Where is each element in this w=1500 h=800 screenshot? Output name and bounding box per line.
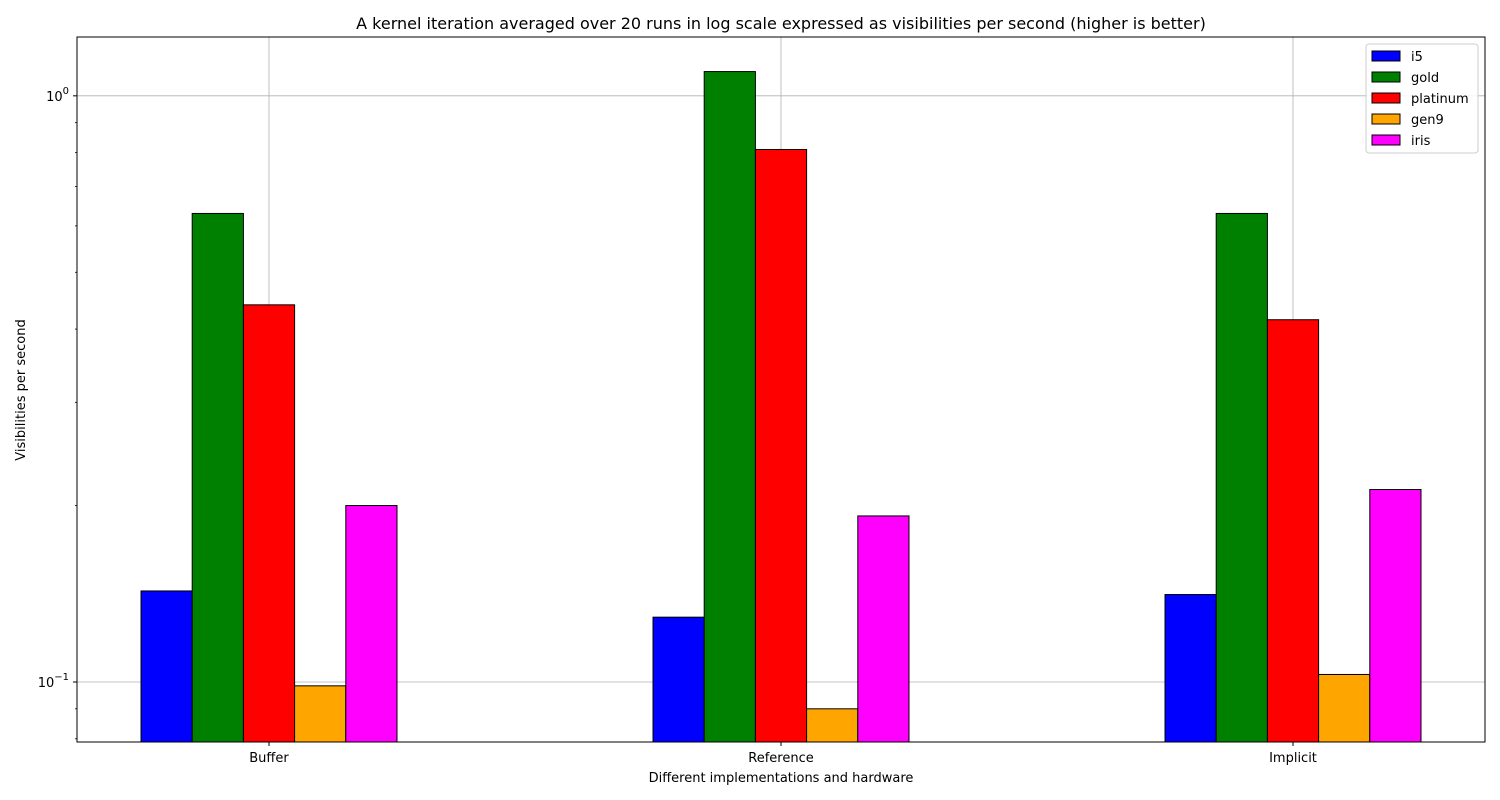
- bar-gold-reference: [703, 71, 756, 743]
- legend-label-gen9: gen9: [1411, 113, 1444, 128]
- bar-gold-implicit: [1215, 212, 1268, 743]
- bar-gen9-implicit: [1318, 673, 1371, 743]
- y-tick-label: 100: [46, 86, 69, 105]
- legend-swatch-gold: [1371, 71, 1401, 83]
- legend: i5 gold platinum gen9 iris: [1365, 43, 1479, 154]
- x-tick-label: Reference: [748, 751, 813, 766]
- legend-label-iris: iris: [1411, 134, 1431, 149]
- bar-i5-buffer: [140, 590, 193, 743]
- bar-platinum-reference: [754, 148, 808, 743]
- bar-gold-buffer: [191, 212, 244, 743]
- legend-label-gold: gold: [1411, 71, 1439, 86]
- bar-platinum-implicit: [1266, 319, 1320, 743]
- y-axis-label: Visibilities per second: [14, 319, 29, 460]
- bar-i5-implicit: [1164, 594, 1217, 743]
- chart-title: A kernel iteration averaged over 20 runs…: [356, 14, 1206, 33]
- legend-label-platinum: platinum: [1411, 92, 1469, 107]
- bar-gen9-buffer: [294, 685, 347, 743]
- legend-label-i5: i5: [1411, 50, 1423, 65]
- x-tick-label: Buffer: [249, 751, 289, 766]
- bars: [140, 71, 1422, 743]
- legend-swatch-i5: [1371, 50, 1401, 62]
- x-tick-label: Implicit: [1269, 751, 1317, 766]
- bar-iris-reference: [857, 515, 910, 743]
- legend-swatch-platinum: [1371, 92, 1401, 104]
- y-tick-label: 10−1: [38, 672, 69, 691]
- bar-gen9-reference: [806, 708, 859, 743]
- axis-ticks: Buffer Reference Implicit 10−1 100: [38, 86, 1317, 766]
- bar-iris-buffer: [345, 505, 398, 743]
- bar-iris-implicit: [1369, 489, 1422, 743]
- x-axis-label: Different implementations and hardware: [649, 771, 914, 786]
- bar-platinum-buffer: [242, 304, 296, 743]
- legend-swatch-iris: [1371, 134, 1401, 146]
- bar-i5-reference: [652, 616, 705, 743]
- legend-box: [1365, 43, 1479, 154]
- legend-swatch-gen9: [1371, 113, 1401, 125]
